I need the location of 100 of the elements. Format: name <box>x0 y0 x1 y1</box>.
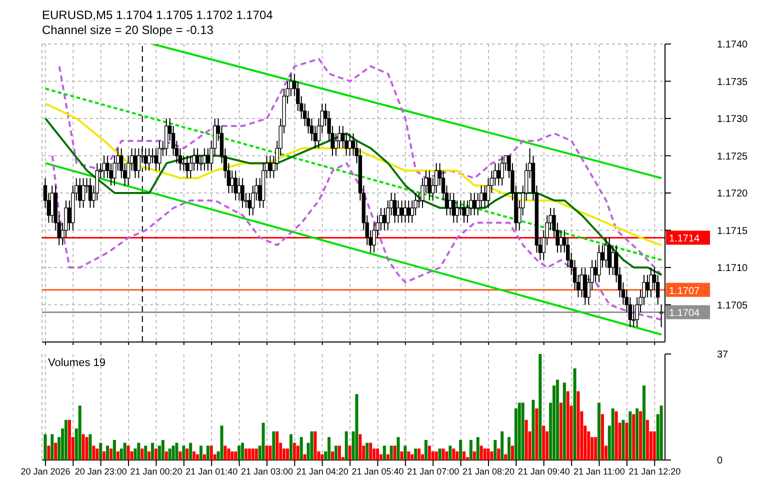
bar <box>636 408 639 460</box>
bar <box>652 431 656 460</box>
bar <box>611 408 614 460</box>
bar <box>199 446 202 460</box>
bar <box>542 426 546 460</box>
bar <box>532 400 535 460</box>
bar <box>400 451 404 460</box>
candlestick <box>234 170 238 201</box>
bar <box>106 446 110 460</box>
x-tick-label: 21 Jan 12:20 <box>628 466 681 476</box>
bar <box>508 437 511 460</box>
candlestick <box>240 178 244 208</box>
x-tick-label: 21 Jan 11:00 <box>574 466 625 476</box>
candlestick <box>237 178 241 201</box>
candlestick <box>382 207 386 231</box>
bar <box>328 437 331 460</box>
candlestick <box>403 200 408 224</box>
x-tick-label: 21 Jan 00:20 <box>130 466 182 476</box>
bar <box>497 448 500 460</box>
bar <box>244 448 248 460</box>
x-tick-label: 21 Jan 05:40 <box>352 466 404 476</box>
candlestick <box>646 274 650 298</box>
bar <box>189 442 192 460</box>
bar <box>206 446 210 460</box>
bar <box>144 446 148 460</box>
bar <box>442 448 445 460</box>
bar <box>490 451 494 460</box>
bar <box>137 442 140 460</box>
bar <box>192 451 196 460</box>
bar <box>366 442 369 460</box>
bar <box>68 420 71 460</box>
candlestick <box>392 192 397 224</box>
bar <box>562 382 566 460</box>
bar <box>642 386 646 460</box>
bar <box>600 414 604 460</box>
bar <box>85 437 88 460</box>
bar <box>202 454 206 460</box>
y-tick-label: 1.1740 <box>717 40 748 51</box>
bar <box>116 451 120 460</box>
bar <box>234 451 238 460</box>
candlestick <box>150 148 154 164</box>
bar <box>459 440 462 460</box>
bar <box>646 420 649 460</box>
bar <box>292 442 296 460</box>
bar <box>396 437 400 460</box>
y-tick-label: 1.1710 <box>717 263 748 274</box>
bar <box>660 406 663 460</box>
bar <box>320 454 324 460</box>
candlestick <box>202 148 206 172</box>
bar <box>238 446 241 460</box>
bar <box>168 448 172 460</box>
candlestick <box>428 170 432 201</box>
bar <box>518 402 521 460</box>
bar <box>594 437 598 460</box>
bar <box>538 354 542 460</box>
candlestick <box>88 178 92 208</box>
bar <box>434 451 438 460</box>
candlestick <box>448 192 452 216</box>
x-tick-label: 21 Jan 04:20 <box>296 466 348 476</box>
candlestick <box>604 237 608 268</box>
bar <box>310 431 314 460</box>
bar <box>164 451 168 460</box>
bar <box>268 446 272 460</box>
chart-subtitle: Channel size = 20 Slope = -0.13 <box>41 23 214 38</box>
bar <box>262 422 265 460</box>
bar <box>410 454 414 460</box>
bar <box>227 448 230 460</box>
chart-title: EURUSD,M5 1.1704 1.1705 1.1702 1.1704 <box>41 8 274 23</box>
x-tick-label: 21 Jan 07:00 <box>407 466 460 476</box>
candlestick <box>400 200 404 224</box>
bar <box>47 446 50 460</box>
bar <box>265 446 268 460</box>
candlestick <box>154 148 158 172</box>
x-tick-label: 21 Jan 09:40 <box>518 466 570 476</box>
bar <box>82 434 85 460</box>
bar <box>109 448 112 460</box>
bar <box>476 437 480 460</box>
candlestick <box>196 148 200 172</box>
candlestick <box>649 267 653 298</box>
bar <box>462 451 466 460</box>
candlestick <box>608 237 612 276</box>
bar <box>251 448 254 460</box>
x-tick-label: 21 Jan 03:00 <box>240 466 293 476</box>
x-tick-label: 20 Jan 23:00 <box>74 466 127 476</box>
bar <box>598 402 601 460</box>
y-tick-label: 37 <box>717 350 729 361</box>
bar <box>559 402 562 460</box>
bar <box>407 451 410 460</box>
candlestick <box>406 200 410 224</box>
candlestick <box>50 185 54 224</box>
bar <box>494 440 497 460</box>
bar <box>486 448 490 460</box>
chart-title: Volumes 19 <box>48 357 106 369</box>
bar <box>178 451 182 460</box>
bar <box>438 448 442 460</box>
bar <box>182 446 186 460</box>
candlestick <box>164 118 168 156</box>
candlestick <box>206 148 210 172</box>
bar <box>390 446 393 460</box>
candlestick <box>482 185 487 208</box>
